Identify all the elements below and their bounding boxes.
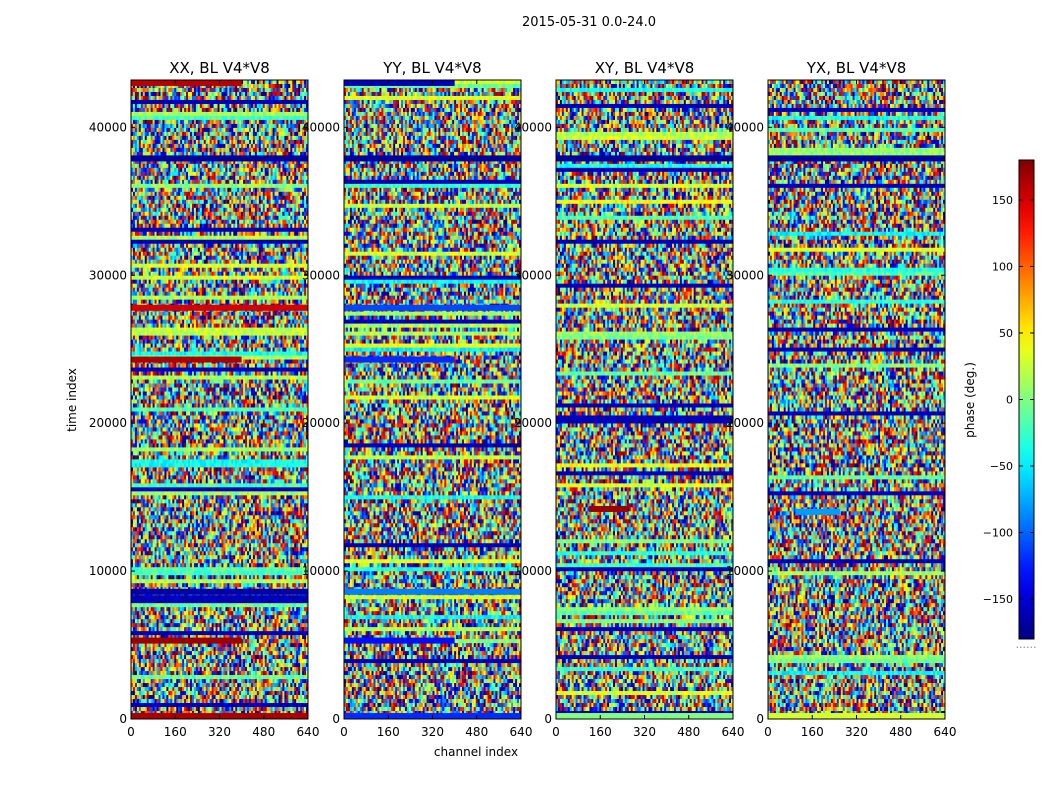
y-tick-label: 20000 bbox=[89, 416, 127, 430]
band-5 bbox=[131, 637, 242, 644]
band-3 bbox=[131, 356, 242, 363]
y-tick-label: 0 bbox=[332, 712, 340, 726]
x-tick-label: 480 bbox=[889, 725, 912, 739]
band-2 bbox=[131, 304, 308, 311]
x-tick-label: 640 bbox=[722, 725, 745, 739]
colorbar-label: phase (deg.) bbox=[963, 362, 977, 438]
x-tick-label: 320 bbox=[845, 725, 868, 739]
colorbar-tick-label: −100 bbox=[983, 527, 1013, 540]
y-tick-label: 20000 bbox=[514, 416, 552, 430]
colorbar-footnote: ...... bbox=[1016, 638, 1037, 651]
colorbar-tick-label: 0 bbox=[1006, 394, 1013, 407]
y-tick-label: 0 bbox=[544, 712, 552, 726]
figure-suptitle: 2015-05-31 0.0-24.0 bbox=[522, 15, 656, 30]
x-tick-label: 160 bbox=[801, 725, 824, 739]
x-tick-label: 320 bbox=[421, 725, 444, 739]
panel-title: YY, BL V4*V8 bbox=[382, 59, 481, 77]
band-2 bbox=[344, 304, 521, 311]
y-tick-label: 20000 bbox=[302, 416, 340, 430]
band-0 bbox=[556, 155, 733, 162]
x-tick-label: 0 bbox=[764, 725, 772, 739]
x-tick-label: 0 bbox=[552, 725, 560, 739]
band-4 bbox=[344, 588, 521, 595]
panel-title: YX, BL V4*V8 bbox=[806, 59, 907, 77]
x-tick-label: 0 bbox=[340, 725, 348, 739]
band-4 bbox=[131, 588, 308, 595]
band-5 bbox=[344, 637, 455, 644]
x-tick-label: 640 bbox=[934, 725, 957, 739]
panel-1: YY, BL V4*V8 0 160 320 480 640 0 10000 20000 3000… bbox=[302, 59, 533, 739]
y-tick-label: 30000 bbox=[726, 268, 764, 282]
y-tick-label: 10000 bbox=[514, 564, 552, 578]
y-tick-label: 40000 bbox=[726, 120, 764, 134]
colorbar-tick-label: −150 bbox=[983, 593, 1013, 606]
band-1 bbox=[131, 155, 308, 162]
y-tick-label: 30000 bbox=[89, 268, 127, 282]
colorbar-tick-label: 50 bbox=[999, 327, 1013, 340]
panels: XX, BL V4*V8 0 160 320 480 640 0 10000 20000 3000… bbox=[89, 59, 957, 739]
x-tick-label: 320 bbox=[208, 725, 231, 739]
panel-3: YX, BL V4*V8 0 160 320 480 640 0 10000 20000 3000… bbox=[726, 59, 957, 739]
x-tick-label: 640 bbox=[297, 725, 320, 739]
y-tick-label: 30000 bbox=[514, 268, 552, 282]
colorbar-tick-label: 100 bbox=[992, 260, 1013, 273]
x-tick-label: 160 bbox=[377, 725, 400, 739]
heatmap-image bbox=[556, 80, 733, 719]
y-tick-label: 40000 bbox=[89, 120, 127, 134]
x-tick-label: 160 bbox=[164, 725, 187, 739]
band-1 bbox=[344, 155, 521, 162]
x-tick-label: 320 bbox=[633, 725, 656, 739]
y-tick-label: 30000 bbox=[302, 268, 340, 282]
y-tick-label: 0 bbox=[756, 712, 764, 726]
band-1 bbox=[589, 505, 628, 512]
x-tick-label: 480 bbox=[252, 725, 275, 739]
y-tick-label: 10000 bbox=[302, 564, 340, 578]
band-3 bbox=[344, 356, 455, 363]
colorbar-tick-label: 150 bbox=[992, 194, 1013, 207]
band-1 bbox=[795, 508, 840, 515]
x-tick-label: 480 bbox=[677, 725, 700, 739]
y-tick-label: 10000 bbox=[89, 564, 127, 578]
y-tick-label: 10000 bbox=[726, 564, 764, 578]
heatmap-image bbox=[344, 80, 521, 719]
y-tick-label: 40000 bbox=[514, 120, 552, 134]
band-0 bbox=[344, 80, 455, 86]
panel-title: XX, BL V4*V8 bbox=[169, 59, 270, 77]
y-tick-label: 40000 bbox=[302, 120, 340, 134]
x-tick-label: 640 bbox=[510, 725, 533, 739]
x-tick-label: 0 bbox=[127, 725, 135, 739]
y-tick-label: 20000 bbox=[726, 416, 764, 430]
heatmap-image bbox=[131, 80, 308, 719]
panel-title: XY, BL V4*V8 bbox=[595, 59, 695, 77]
y-axis-label: time index bbox=[65, 368, 79, 432]
x-tick-label: 480 bbox=[465, 725, 488, 739]
band-0 bbox=[768, 155, 945, 162]
x-axis-label: channel index bbox=[434, 745, 518, 759]
x-tick-label: 160 bbox=[589, 725, 612, 739]
panel-0: XX, BL V4*V8 0 160 320 480 640 0 10000 20000 3000… bbox=[89, 59, 320, 739]
band-0 bbox=[131, 80, 242, 86]
colorbar: 150 100 50 0 −50 −100 −150 bbox=[983, 159, 1035, 640]
y-tick-label: 0 bbox=[119, 712, 127, 726]
colorbar-tick-label: −50 bbox=[990, 460, 1013, 473]
panel-2: XY, BL V4*V8 0 160 320 480 640 0 10000 20000 3000… bbox=[514, 59, 745, 739]
heatmap-image bbox=[768, 80, 945, 719]
